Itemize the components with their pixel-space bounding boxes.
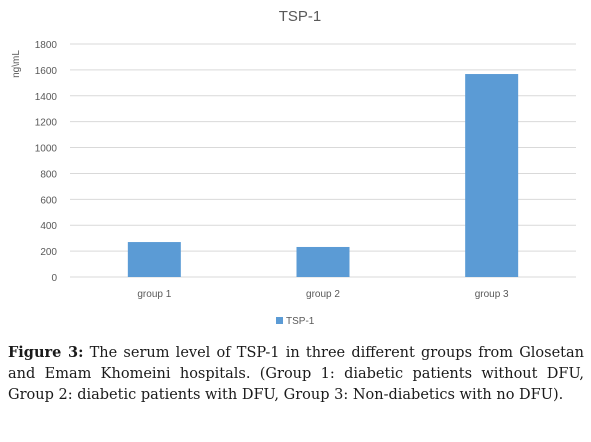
- y-tick-label: 600: [40, 195, 57, 206]
- y-tick-label: 400: [40, 221, 57, 232]
- y-tick-label: 1000: [35, 144, 58, 155]
- bar-chart: TSP-1 ng\mL 0 200 400 600 800 1000 1200 1400 160…: [11, 8, 576, 327]
- bar: [127, 242, 181, 277]
- bar: [465, 74, 519, 277]
- legend: TSP-1: [276, 316, 315, 327]
- y-tick-label: 0: [51, 273, 57, 284]
- y-axis-label: ng\mL: [11, 50, 22, 78]
- y-tick-label: 200: [40, 247, 57, 258]
- chart-area: TSP-1 ng\mL 0 200 400 600 800 1000 1200 1400 160…: [11, 8, 576, 327]
- y-tick-label: 1200: [35, 118, 58, 129]
- y-tick-labels: 0 200 400 600 800 1000 1200 1400 1600 1800: [35, 40, 58, 284]
- figure-caption-text: The serum level of TSP-1 in three differ…: [8, 345, 584, 403]
- x-category-label: group 3: [475, 289, 509, 300]
- bars: [127, 74, 519, 277]
- legend-swatch: [276, 317, 283, 324]
- chart-title: TSP-1: [279, 8, 322, 25]
- figure-label: Figure 3:: [8, 344, 84, 361]
- x-category-label: group 1: [137, 289, 171, 300]
- y-tick-label: 1800: [35, 40, 58, 51]
- y-tick-label: 1400: [35, 92, 58, 103]
- figure-caption: Figure 3: The serum level of TSP-1 in th…: [8, 342, 584, 406]
- x-category-labels: group 1 group 2 group 3: [137, 289, 509, 300]
- y-tick-label: 1600: [35, 66, 58, 77]
- legend-label: TSP-1: [286, 316, 315, 327]
- bar: [296, 246, 350, 277]
- x-category-label: group 2: [306, 289, 340, 300]
- y-tick-label: 800: [40, 169, 57, 180]
